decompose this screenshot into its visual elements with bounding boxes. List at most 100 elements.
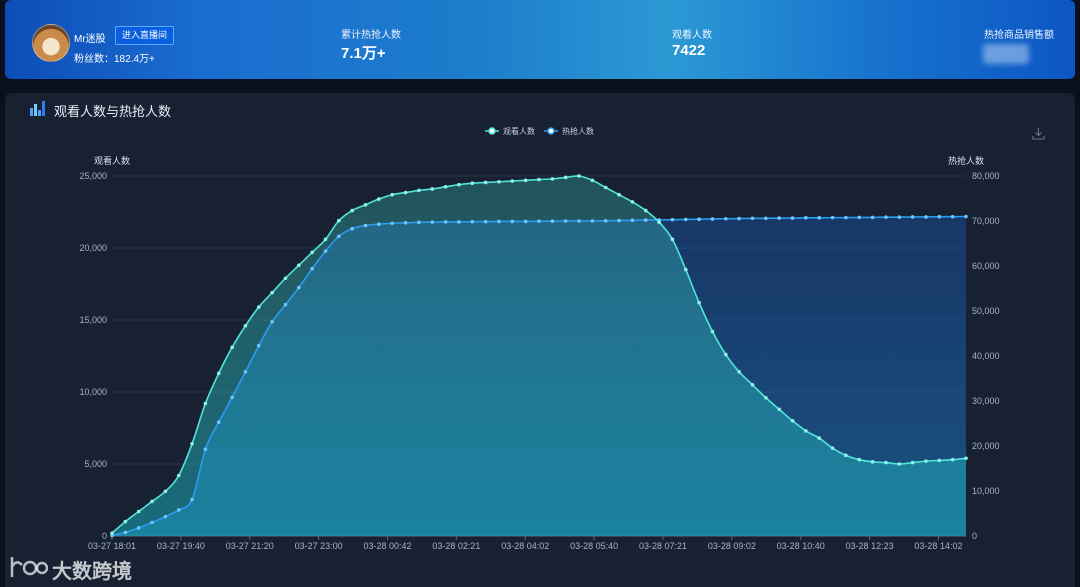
hot-data-point (390, 221, 395, 226)
watch-data-point (150, 499, 154, 504)
hot-data-point (523, 219, 528, 224)
hot-data-point (310, 266, 314, 271)
watch-data-point (337, 218, 341, 223)
y-right-axis-name: 热抢人数 (948, 155, 984, 166)
watch-data-point (363, 203, 368, 207)
legend-marker (547, 127, 555, 135)
watch-data-point (283, 276, 288, 281)
x-tick-label: 03-28 09:02 (708, 541, 756, 551)
watch-data-point (737, 370, 741, 374)
watch-data-point (937, 458, 942, 463)
hot-data-point (937, 214, 942, 219)
hot-data-point (670, 217, 675, 222)
y-left-tick-label: 15,000 (79, 315, 107, 325)
watch-data-point (590, 178, 595, 183)
y-right-tick-label: 0 (972, 531, 977, 541)
watch-data-point (617, 192, 621, 197)
x-tick-label: 03-28 04:02 (501, 541, 549, 551)
hot-data-point (683, 217, 688, 222)
hot-data-point (964, 214, 968, 219)
hot-data-point (537, 219, 541, 224)
y-right-tick-label: 80,000 (972, 171, 1000, 181)
x-tick-label: 03-28 12:23 (846, 541, 894, 551)
hot-data-point (550, 219, 555, 224)
hot-data-point (190, 497, 194, 502)
hot-data-point (897, 215, 902, 219)
hot-data-point (256, 343, 261, 348)
hot-data-point (563, 219, 568, 223)
x-tick-label: 03-28 02:21 (432, 541, 480, 551)
x-tick-label: 03-27 21:20 (226, 541, 274, 551)
hot-data-point (443, 220, 448, 224)
watch-data-point (497, 179, 501, 184)
hot-data-point (243, 369, 248, 374)
hot-data-point (643, 218, 648, 222)
watch-data-point (563, 175, 568, 180)
hot-data-point (297, 285, 301, 290)
y-left-axis-name: 观看人数 (94, 155, 130, 166)
hot-data-point (363, 223, 368, 228)
watch-data-point (657, 220, 661, 224)
watch-data-point (924, 459, 928, 463)
hot-data-point (270, 320, 274, 324)
y-right-tick-label: 10,000 (972, 486, 1000, 496)
watch-data-point (750, 383, 755, 387)
bar-chart-icon (30, 101, 45, 116)
hot-data-point (510, 219, 515, 224)
watch-data-point (110, 531, 114, 535)
watch-data-point (950, 457, 955, 462)
download-icon[interactable] (1032, 127, 1045, 140)
hot-data-point (857, 215, 862, 220)
watch-data-point (817, 436, 822, 440)
y-left-tick-label: 25,000 (79, 171, 107, 181)
y-right-tick-label: 70,000 (972, 216, 1000, 226)
x-tick-label: 03-28 14:02 (914, 541, 962, 551)
legend-marker (488, 127, 496, 135)
hot-data-point (230, 395, 234, 400)
watch-data-point (510, 179, 515, 183)
watch-data-point (136, 509, 141, 514)
y-right-tick-label: 20,000 (972, 441, 1000, 451)
watch-data-point (630, 200, 635, 204)
watch-data-point (443, 185, 448, 189)
watch-data-point (190, 442, 194, 446)
legend-label: 热抢人数 (562, 126, 594, 136)
hot-data-point (617, 218, 621, 223)
watch-data-point (577, 174, 581, 178)
x-tick-label: 03-28 05:40 (570, 541, 618, 551)
hot-data-point (737, 216, 741, 221)
watch-data-point (697, 300, 701, 305)
watch-data-point (884, 460, 888, 465)
watch-data-point (897, 462, 902, 466)
y-right-tick-label: 50,000 (972, 306, 1000, 316)
hot-data-point (777, 216, 781, 220)
watch-data-point (804, 429, 808, 433)
hot-data-point (750, 216, 755, 221)
watch-data-point (403, 190, 408, 195)
y-left-tick-label: 10,000 (79, 387, 107, 397)
watermark-logo-icon (10, 557, 48, 577)
watch-series-area (112, 175, 966, 537)
total-hot-label: 累计热抢人数 (341, 30, 401, 41)
watch-data-point (537, 177, 541, 182)
watch-data-point (310, 250, 314, 255)
watch-data-point (430, 187, 435, 191)
watch-data-point (670, 237, 675, 242)
avatar[interactable] (32, 24, 70, 62)
enter-live-room-button[interactable]: 进入直播间 (115, 26, 175, 45)
watch-data-point (790, 419, 795, 423)
watch-data-point (323, 237, 328, 242)
hot-data-point (844, 215, 848, 220)
viewers-label: 观看人数 (672, 30, 712, 41)
watch-data-point (764, 395, 768, 400)
watch-data-point (710, 329, 715, 334)
y-right-tick-label: 60,000 (972, 261, 1000, 271)
viewers-value: 7422 (672, 42, 706, 59)
watch-data-point (523, 178, 528, 183)
y-left-tick-label: 20,000 (79, 243, 107, 253)
legend-label: 观看人数 (503, 126, 535, 136)
watch-data-point (216, 371, 221, 376)
watch-data-point (123, 519, 128, 524)
header-bar: Mr迷股 进入直播间 粉丝数：182.4万+ 累计热抢人数 7.1万+ 观看人数… (5, 0, 1075, 79)
